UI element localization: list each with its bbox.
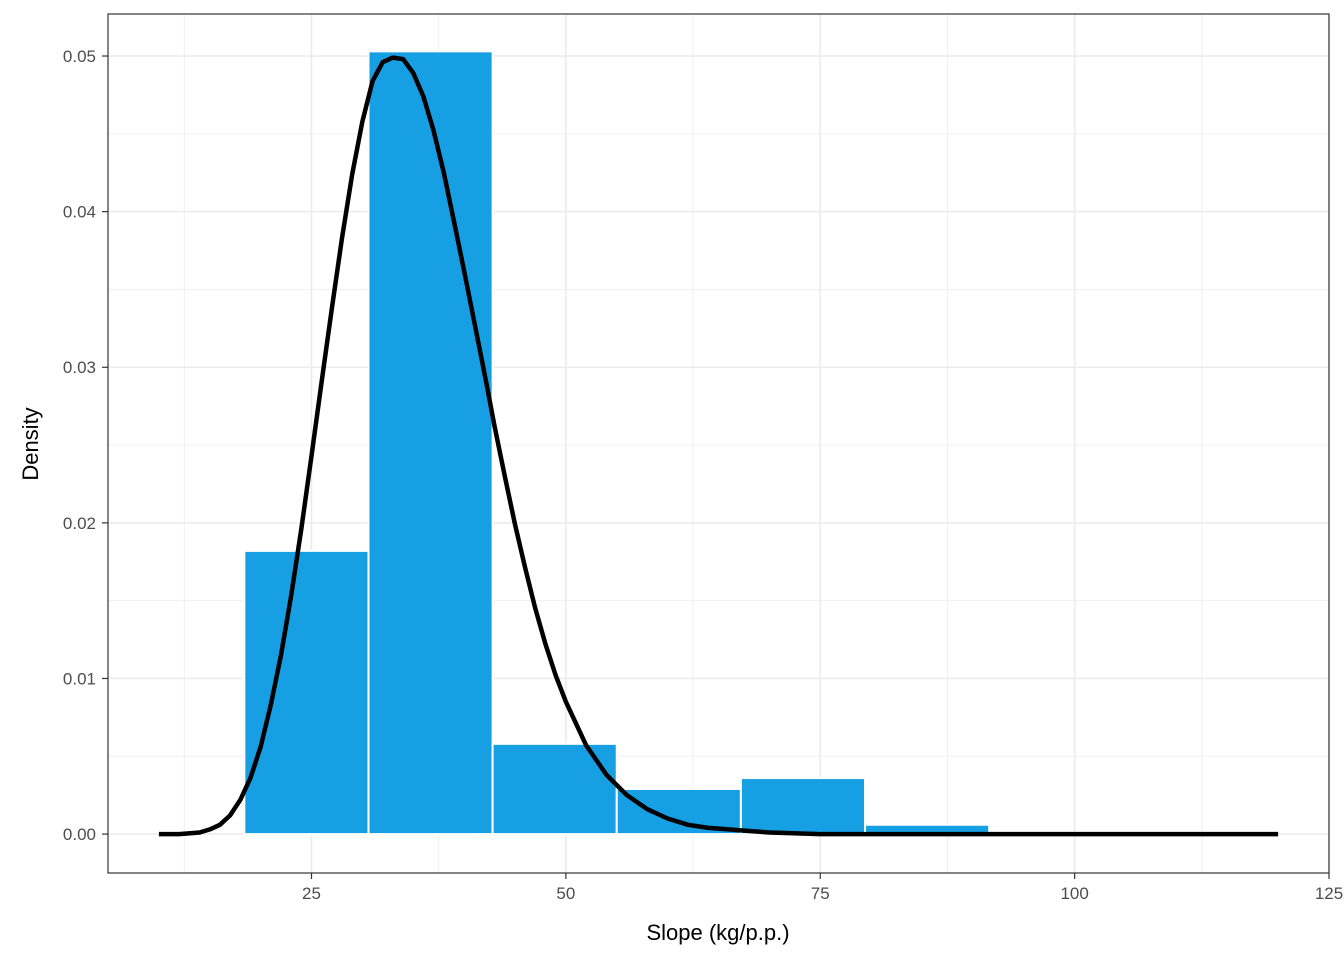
y-axis-title: Density — [18, 407, 43, 480]
histogram-bar-2 — [367, 50, 494, 836]
x-tick-label: 25 — [302, 884, 321, 903]
x-tick-label: 125 — [1315, 884, 1343, 903]
x-tick-label: 50 — [556, 884, 575, 903]
y-tick-label: 0.02 — [63, 514, 96, 533]
y-axis-ticks: 0.00 0.01 0.02 0.03 0.04 0.05 — [63, 47, 108, 844]
histogram-bar-5 — [739, 777, 867, 836]
x-axis-title: Slope (kg/p.p.) — [646, 920, 789, 945]
y-tick-label: 0.00 — [63, 825, 96, 844]
x-tick-label: 75 — [811, 884, 830, 903]
density-curve — [158, 55, 1279, 837]
y-tick-label: 0.04 — [63, 203, 96, 222]
y-tick-label: 0.05 — [63, 47, 96, 66]
x-axis-ticks: 25 50 75 100 125 — [302, 873, 1343, 903]
x-tick-label: 100 — [1060, 884, 1088, 903]
y-tick-label: 0.03 — [63, 358, 96, 377]
histogram-bar-3 — [491, 742, 618, 836]
y-tick-label: 0.01 — [63, 669, 96, 688]
histogram-bar-1 — [243, 549, 370, 836]
histogram-bars — [243, 50, 991, 836]
plot-border — [107, 13, 1330, 874]
